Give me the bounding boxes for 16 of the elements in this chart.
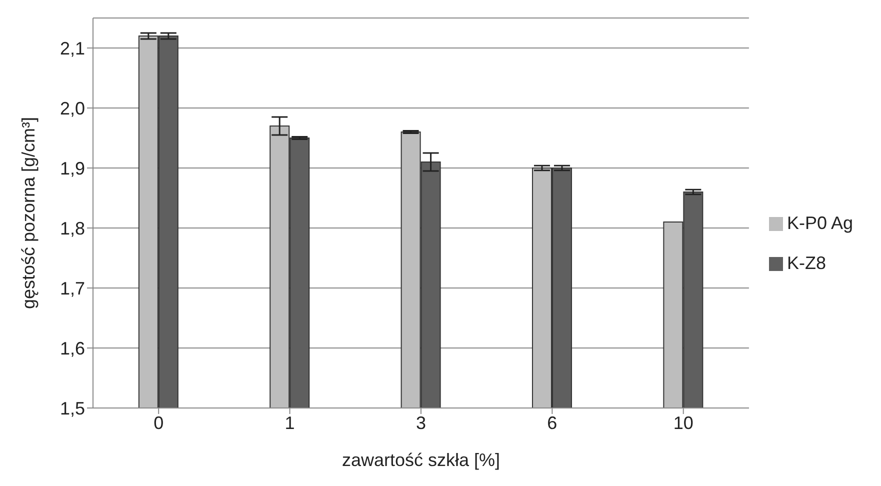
- x-tick-label: 0: [154, 412, 164, 433]
- y-tick-label: 1,8: [60, 218, 85, 238]
- x-tick-label: 10: [673, 412, 694, 433]
- y-axis-title: gęstość pozorna [g/cm³]: [18, 116, 38, 310]
- x-tick-label: 1: [284, 412, 295, 433]
- y-tick-label: 2,1: [60, 38, 85, 58]
- y-tick-label: 1,7: [60, 278, 85, 298]
- y-tick-label: 1,6: [60, 338, 85, 358]
- y-tick-label: 1,9: [60, 158, 85, 178]
- x-axis-title: zawartość szkła [%]: [342, 450, 500, 470]
- legend-label: K-Z8: [786, 253, 826, 273]
- y-tick-label: 2,0: [60, 98, 85, 118]
- x-tick-label: 6: [547, 412, 558, 433]
- y-tick-label: 1,5: [60, 398, 85, 418]
- x-tick-label: 3: [416, 412, 426, 433]
- legend-label: K-P0 Ag: [786, 213, 853, 233]
